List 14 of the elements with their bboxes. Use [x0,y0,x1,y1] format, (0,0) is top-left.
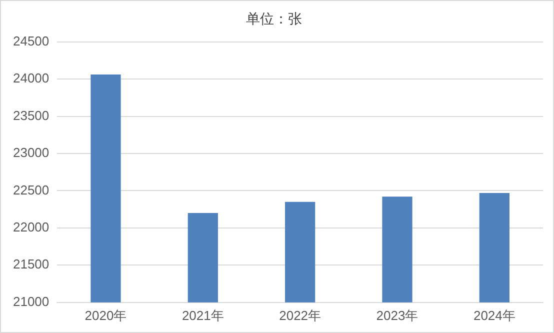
y-tick-label: 23000 [12,145,50,160]
chart-title: 单位：张 [246,10,302,26]
y-tick-label: 21000 [12,294,50,309]
y-tick-label: 23500 [12,108,50,123]
x-tick-label: 2022年 [279,308,322,323]
x-tick-label: 2021年 [182,308,224,323]
y-tick-label: 22500 [12,182,50,198]
x-tick-label: 2024年 [473,308,516,323]
y-tick-label: 24000 [12,70,50,86]
y-tick-label: 22000 [12,220,50,235]
x-tick-label: 2023年 [376,308,418,323]
y-tick-label: 21500 [12,256,50,272]
y-tick-label: 24500 [12,33,50,48]
x-tick-label: 2020年 [84,308,127,323]
